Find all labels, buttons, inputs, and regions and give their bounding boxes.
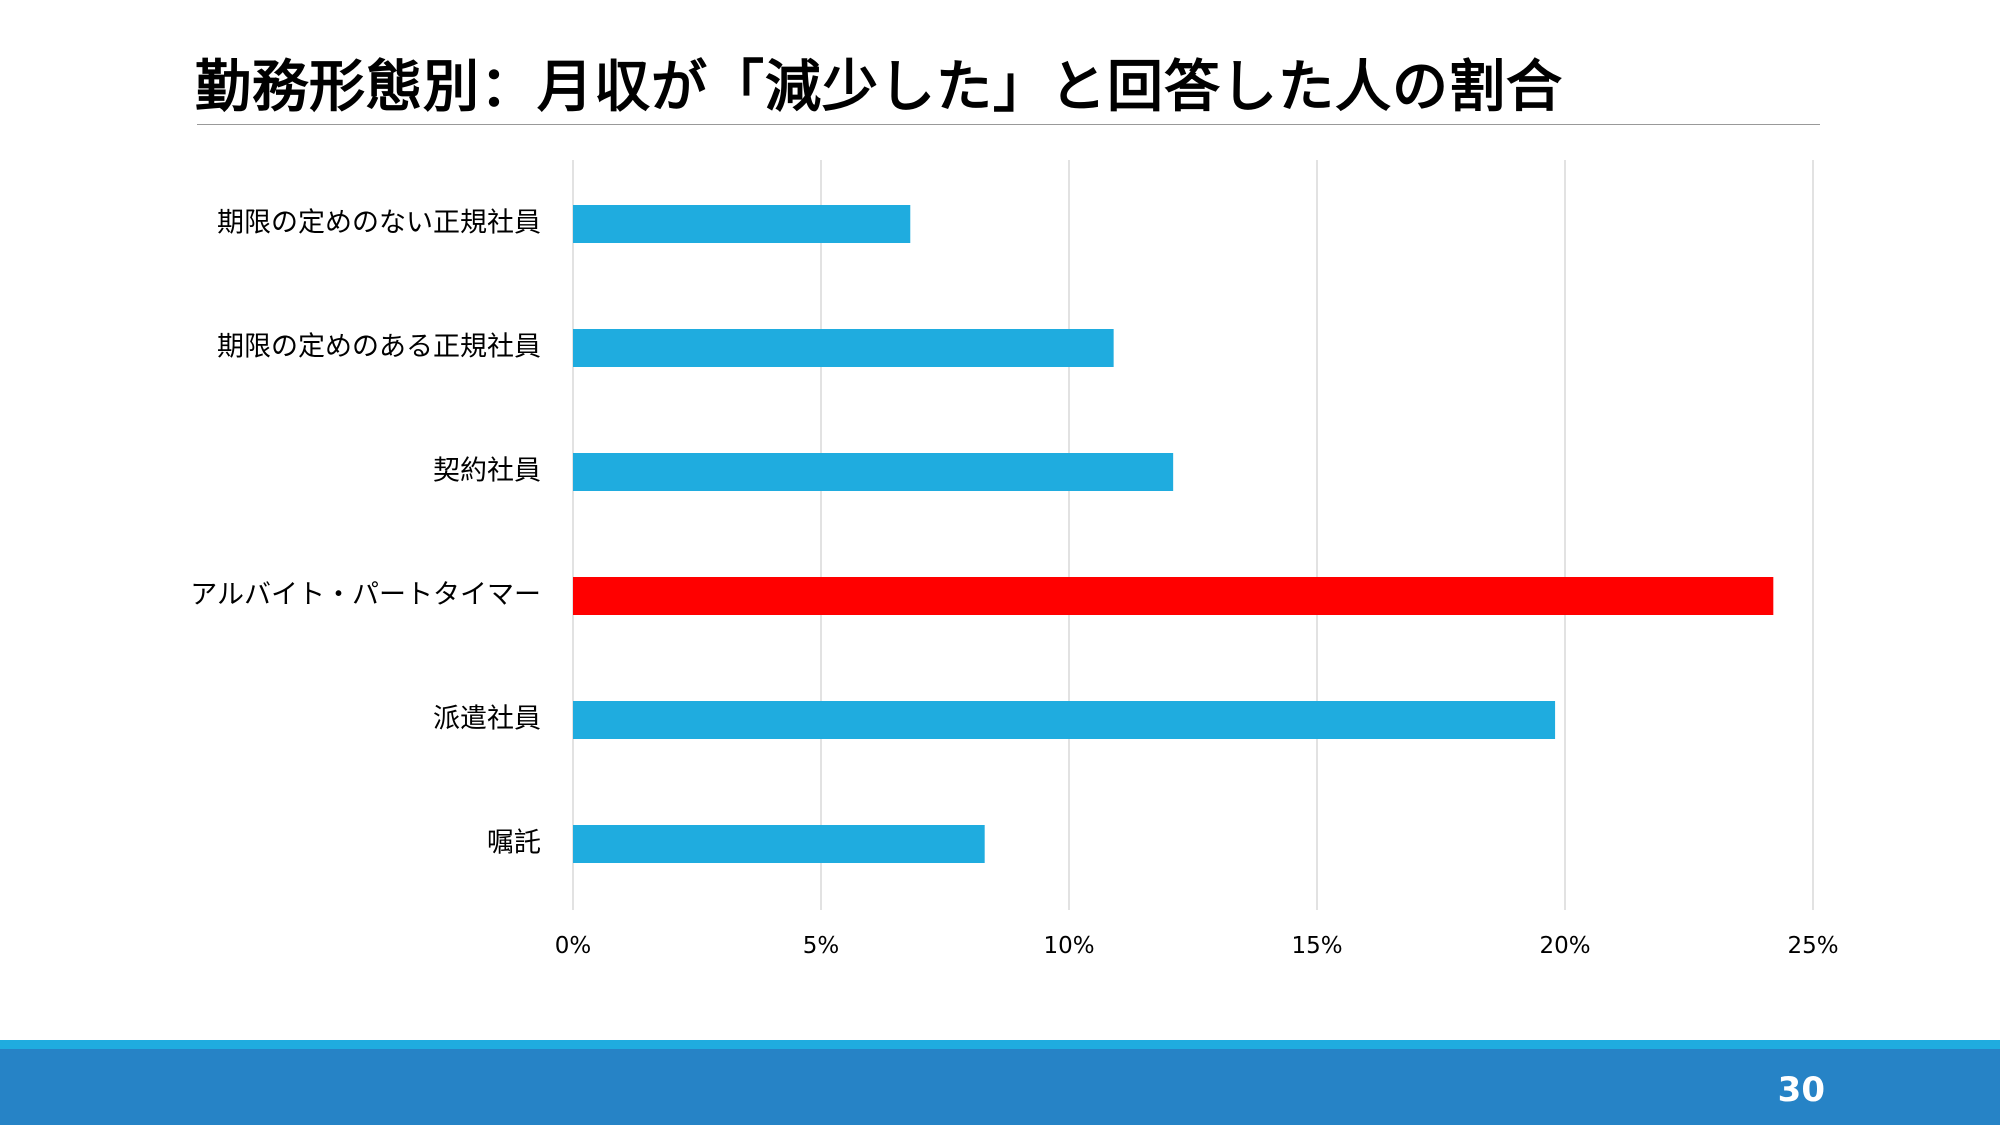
x-tick-label: 25% <box>1787 933 1838 959</box>
category-label: 契約社員 <box>433 456 541 487</box>
bar <box>573 701 1556 739</box>
chart-category-labels: 期限の定めのない正規社員期限の定めのある正規社員契約社員アルバイト・パートタイマ… <box>190 208 541 859</box>
footer-band <box>0 1049 2000 1125</box>
chart-x-tick-labels: 0% 5% 10% 15% 20% 25% <box>555 933 1839 959</box>
footer-stripe <box>0 1040 2000 1049</box>
chart-bars <box>573 205 1774 863</box>
x-tick-label: 10% <box>1043 933 1094 959</box>
category-label: 嘱託 <box>487 828 541 859</box>
bar <box>573 205 911 243</box>
x-tick-label: 20% <box>1539 933 1590 959</box>
bar <box>573 453 1174 491</box>
category-label: 派遣社員 <box>433 704 541 735</box>
slide-title: 勤務形態別：月収が「減少した」と回答した人の割合 <box>195 55 1563 120</box>
category-label: アルバイト・パートタイマー <box>190 580 541 611</box>
bar <box>573 329 1114 367</box>
x-tick-label: 15% <box>1291 933 1342 959</box>
page-number: 30 <box>1777 1070 1825 1110</box>
category-label: 期限の定めのない正規社員 <box>217 208 541 239</box>
bar <box>573 825 985 863</box>
category-label: 期限の定めのある正規社員 <box>217 332 541 363</box>
bar-highlight <box>573 577 1774 615</box>
bar-chart: 期限の定めのない正規社員期限の定めのある正規社員契約社員アルバイト・パートタイマ… <box>190 160 1839 959</box>
x-tick-label: 0% <box>555 933 592 959</box>
x-tick-label: 5% <box>803 933 840 959</box>
title-divider <box>197 124 1820 125</box>
chart-gridlines <box>572 160 1814 910</box>
